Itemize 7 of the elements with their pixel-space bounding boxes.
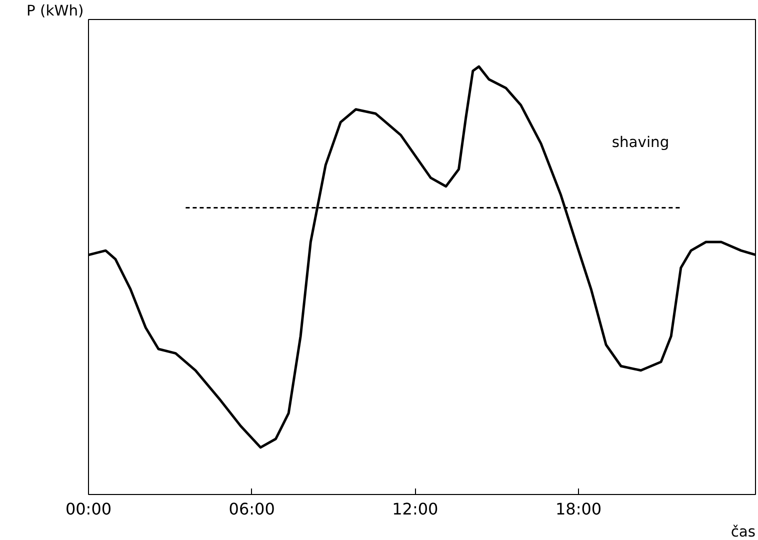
x-tick-label: 12:00 [392,500,438,518]
y-axis-title: P (kWh) [26,2,84,20]
x-tick-label: 00:00 [65,500,112,518]
x-tick-label: 06:00 [228,500,275,518]
annotation: shaving [612,134,670,151]
x-axis-title: čas [730,524,756,540]
x-tick-label: 18:00 [555,500,602,518]
